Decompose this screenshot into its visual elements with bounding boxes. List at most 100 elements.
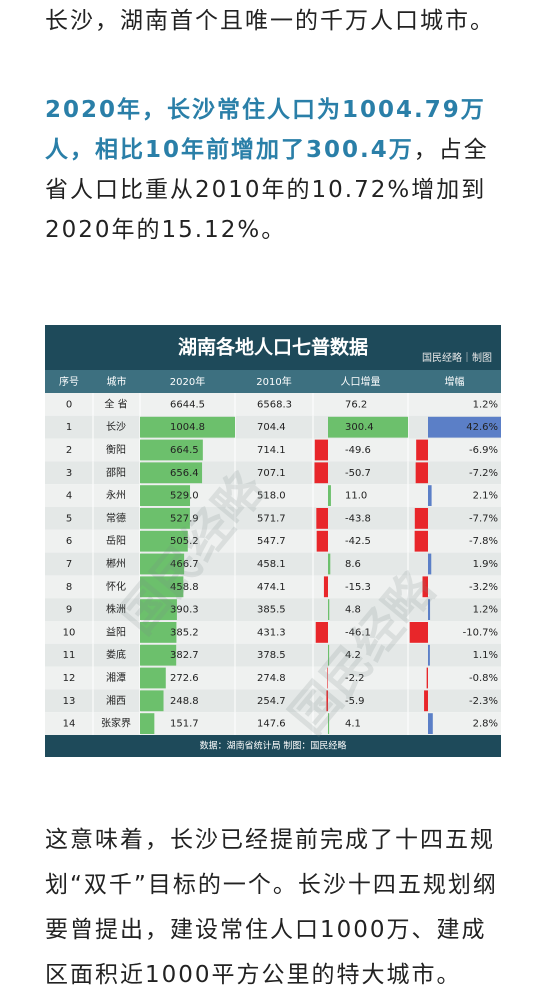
cell: 7: [66, 559, 72, 570]
cell: 382.7: [170, 650, 199, 661]
bar-2020: [140, 462, 203, 484]
cell: 466.7: [170, 559, 199, 570]
cell: -2.2: [345, 673, 365, 684]
table-title: 湖南各地人口七普数据: [178, 336, 368, 359]
cell: 527.9: [170, 513, 199, 524]
cell: 8.6: [345, 559, 361, 570]
bar-growth: [414, 508, 428, 529]
cell: 8: [66, 582, 72, 593]
cell: 300.4: [345, 422, 374, 433]
cell: 2.1%: [473, 491, 498, 502]
bar-growth: [414, 530, 428, 552]
bar-2020: [140, 530, 188, 552]
cell: 151.7: [170, 719, 199, 730]
cell: 707.1: [257, 468, 286, 479]
cell: 5: [66, 513, 72, 524]
cell: 3: [66, 468, 72, 479]
cell: -2.3%: [469, 696, 498, 707]
header-row: [45, 370, 501, 393]
bar-growth: [426, 667, 428, 689]
cell: 4.1: [345, 719, 361, 730]
cell: 714.1: [257, 445, 286, 456]
cell: 全 省: [104, 397, 127, 410]
cell: 9: [66, 605, 72, 616]
table-credit: 国民经略｜制图: [422, 351, 492, 364]
cell: 656.4: [170, 468, 199, 479]
cell: -7.2%: [469, 468, 498, 479]
cell: -15.3: [345, 582, 371, 593]
cell: 6: [66, 536, 72, 547]
cell: -46.1: [345, 627, 371, 638]
bar-2020: [140, 508, 190, 529]
bar-increase: [328, 599, 330, 620]
bar-increase: [326, 690, 328, 712]
bar-2020: [140, 485, 191, 506]
bar-growth: [428, 416, 501, 438]
paragraph: 2020年，长沙常住人口为1004.79万人，相比10年前增加了300.4万，占…: [45, 90, 507, 250]
title-bar: [45, 325, 501, 370]
bar-2020: [140, 690, 164, 712]
cell: -5.9: [345, 696, 365, 707]
cell: 2.8%: [473, 719, 498, 730]
bar-2020: [140, 622, 177, 643]
column-header: 城市: [107, 375, 127, 388]
cell: 10: [63, 627, 76, 638]
cell: 永州: [106, 489, 126, 502]
intro: 长沙，湖南首个且唯一的千万人口城市。: [45, 8, 495, 34]
cell: 147.6: [257, 719, 286, 730]
cell: 76.2: [345, 399, 367, 410]
cell: -10.7%: [463, 627, 498, 638]
bar-growth: [428, 553, 432, 575]
bar-2020: [140, 713, 155, 734]
cell: 42.6%: [466, 422, 498, 433]
cell: 常德: [106, 511, 126, 524]
cell: 529.0: [170, 491, 199, 502]
bar-increase: [316, 530, 328, 552]
bar-growth: [428, 644, 430, 666]
cell: 1.2%: [473, 605, 498, 616]
cell: 张家界: [101, 717, 131, 730]
bar-increase: [316, 508, 328, 529]
bar-growth: [415, 462, 428, 484]
cell: 12: [63, 673, 76, 684]
cell: -0.8%: [469, 673, 498, 684]
cell: 1.9%: [473, 559, 498, 570]
cell: 14: [63, 719, 76, 730]
bar-increase: [328, 553, 331, 575]
cell: 怀化: [106, 580, 126, 593]
bar-growth: [424, 690, 428, 712]
cell: 664.5: [170, 445, 199, 456]
cell: 6568.3: [257, 399, 292, 410]
bar-growth: [428, 713, 433, 734]
row-bg: [45, 393, 501, 416]
bar-2020: [140, 644, 177, 666]
bar-growth: [422, 576, 428, 598]
cell: 1.2%: [473, 399, 498, 410]
cell: 湘西: [106, 694, 126, 707]
cell: 2: [66, 445, 72, 456]
cell: 571.7: [257, 513, 286, 524]
cell: 益阳: [106, 625, 126, 638]
cell: 4.2: [345, 650, 361, 661]
cell: 邵阳: [106, 467, 126, 479]
cell: 郴州: [106, 557, 126, 570]
cell: 272.6: [170, 673, 199, 684]
footer-bar: [45, 735, 501, 757]
cell: 431.3: [257, 627, 286, 638]
highlight-text: 2020年，长沙常住人口为1004.79万人，相比10年前增加了300.4万: [45, 97, 486, 163]
cell: -6.9%: [469, 445, 498, 456]
cell: -43.8: [345, 513, 371, 524]
table-image: 湖南各地人口七普数据 国民经略｜制图 数据：湖南省统计局 制图：国民经略 序号 城…: [45, 325, 501, 757]
bar-increase: [323, 576, 328, 598]
cell: 390.3: [170, 605, 199, 616]
cell: 378.5: [257, 650, 286, 661]
cell: 4: [66, 491, 72, 502]
cell: 6644.5: [170, 399, 205, 410]
bar-increase: [328, 644, 330, 666]
cell: 704.4: [257, 422, 286, 433]
cell: 1: [66, 422, 72, 433]
cell: 385.5: [257, 605, 286, 616]
bar-increase: [328, 485, 331, 506]
bar-increase: [314, 439, 328, 461]
